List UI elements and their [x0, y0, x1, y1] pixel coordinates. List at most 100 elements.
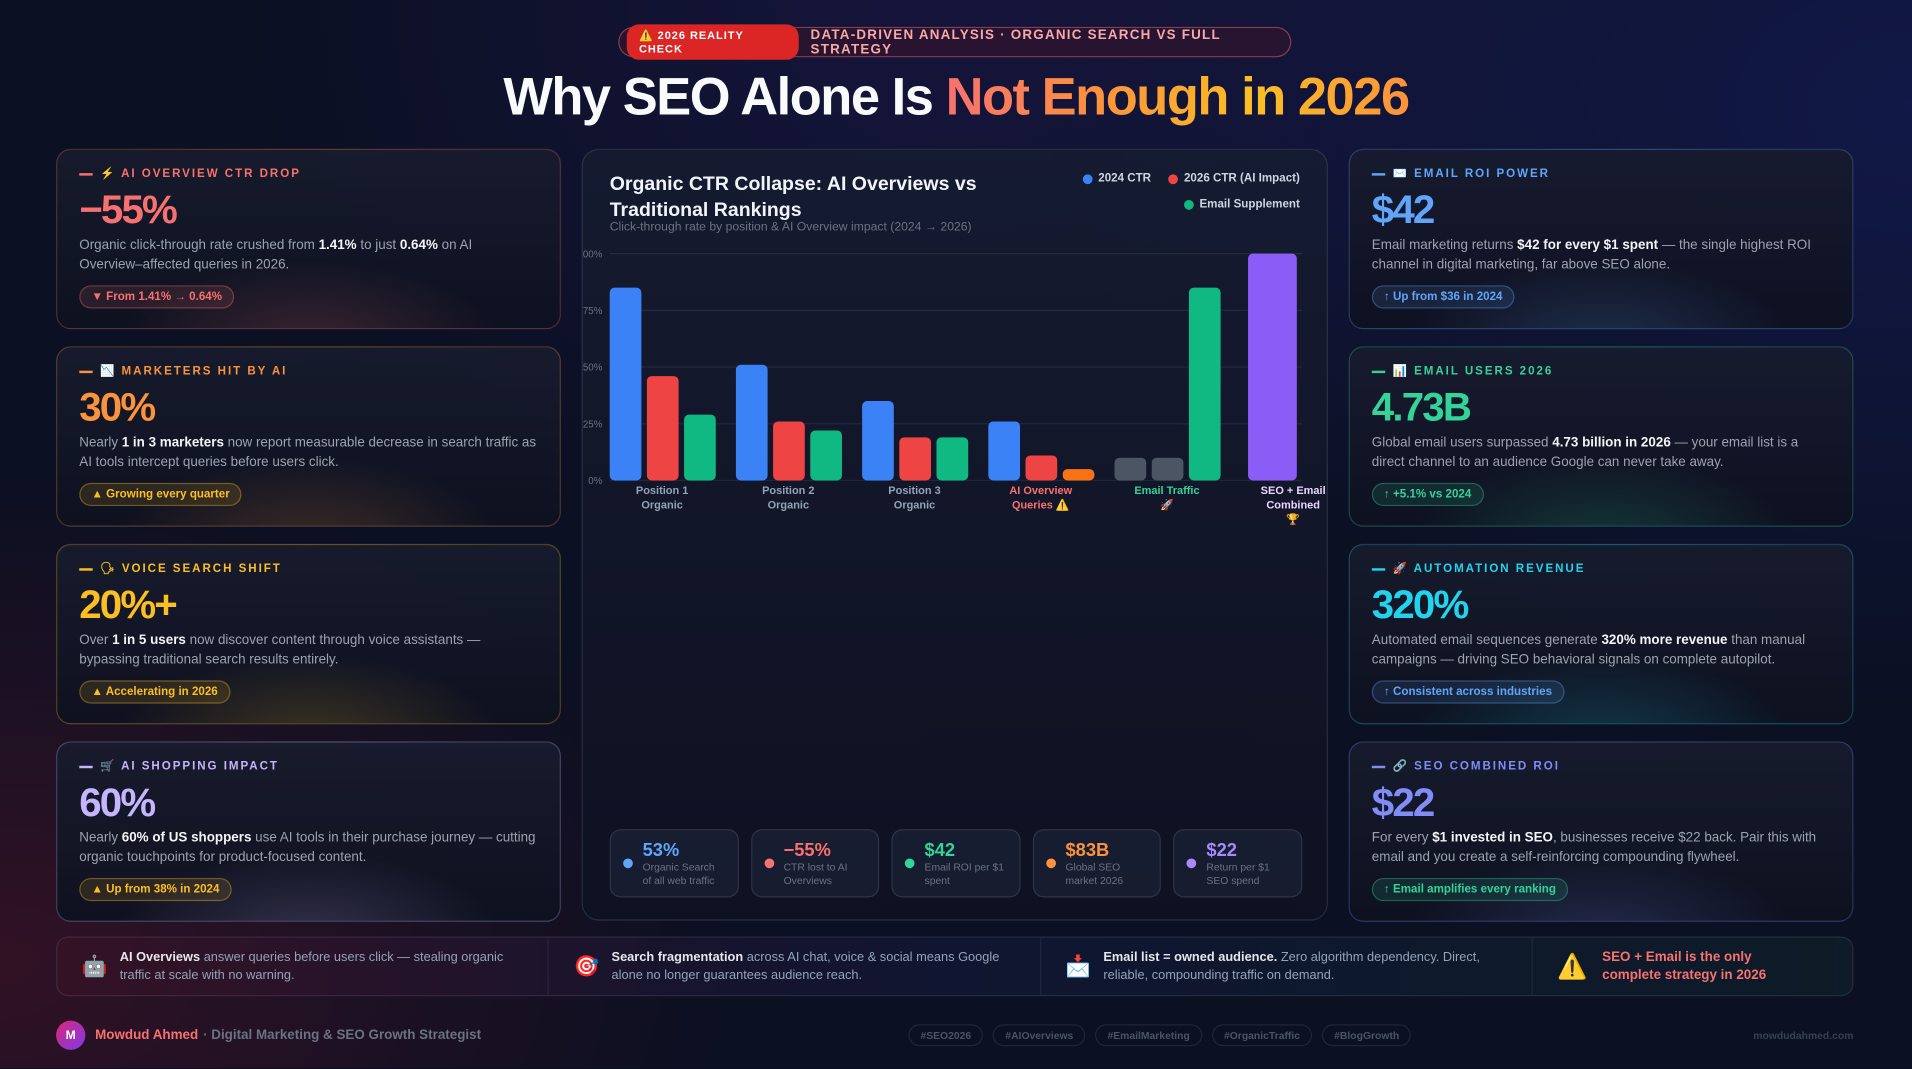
- avatar: M: [56, 1020, 86, 1050]
- text-segment: Automated email sequences generate: [1371, 632, 1602, 648]
- card-value: 20%+: [79, 581, 178, 627]
- legend-label: Email Supplement: [1199, 197, 1300, 211]
- text-segment: $1 invested in SEO: [1432, 830, 1553, 846]
- bar: [1248, 253, 1297, 481]
- card-value: 30%: [79, 384, 156, 430]
- card-text: Email marketing returns $42 for every $1…: [1372, 235, 1830, 274]
- card-label: 🛒 AI SHOPPING IMPACT: [99, 759, 279, 774]
- text-segment: Email marketing returns: [1371, 237, 1518, 253]
- text-segment: use AI tools in their purchase journey —…: [79, 830, 536, 865]
- chart-subtitle: Click-through rate by position & AI Over…: [609, 220, 972, 235]
- text-segment: , businesses receive $22 back. Pair this…: [1371, 830, 1817, 865]
- card-text: Automated email sequences generate 320% …: [1372, 630, 1830, 669]
- footer: M Mowdud Ahmed · Digital Marketing & SEO G…: [56, 1020, 1853, 1050]
- callout-icon: ⚠️: [1557, 953, 1588, 981]
- title-accent: Not Enough in 2026: [945, 68, 1411, 127]
- stat-card: 📊 EMAIL USERS 2026 4.73B Global email user…: [1348, 346, 1854, 527]
- stat-box: $22 Return per $1 SEO spend: [1173, 829, 1303, 898]
- bar: [1114, 457, 1147, 481]
- stat-body: 53% Organic Search of all web traffic: [643, 840, 723, 888]
- insight-lead: Email list = owned audience.: [1103, 949, 1278, 964]
- legend-label: 2024 CTR: [1098, 171, 1152, 186]
- title-main: Why SEO Alone Is: [503, 68, 934, 127]
- card-label: 🚀 AUTOMATION REVENUE: [1392, 562, 1586, 576]
- x-tick-label: Position 2 Organic: [762, 484, 815, 511]
- text-segment: 0.64%: [399, 237, 438, 253]
- legend-item: Email Supplement: [1183, 197, 1300, 211]
- card-tag: ▲ Up from 38% in 2024: [79, 877, 232, 902]
- text-segment: on AI Overview–affected queries in 2026.: [79, 237, 473, 272]
- insight-icon: 🎯: [573, 954, 600, 978]
- header-pill: ⚠️ 2026 REALITY CHECK DATA-DRIVEN ANALYS…: [618, 24, 1292, 60]
- hashtag: #OrganicTraffic: [1211, 1024, 1313, 1047]
- card-tag: ↑ Up from $36 in 2024: [1371, 285, 1515, 309]
- card-label: ✉️ EMAIL ROI POWER: [1392, 167, 1550, 181]
- stat-card: 🚀 AUTOMATION REVENUE 320% Automated email …: [1348, 543, 1854, 725]
- text-segment: Nearly: [79, 435, 122, 450]
- card-text: Global email users surpassed 4.73 billio…: [1372, 433, 1830, 472]
- insight: 🤖 AI Overviews answer queries before user…: [57, 937, 550, 996]
- bar: [773, 421, 805, 481]
- card-value: $22: [1371, 779, 1435, 825]
- text-segment: now report measurable decrease in search…: [79, 435, 537, 470]
- card-label: 📉 MARKETERS HIT BY AI: [99, 364, 288, 379]
- stat-label: CTR lost to AI Overviews: [783, 860, 848, 886]
- bar: [1025, 455, 1058, 481]
- card-label-row: 📉 MARKETERS HIT BY AI: [79, 365, 537, 378]
- text-segment: 4.73 billion in 2026: [1552, 435, 1671, 450]
- dash: [1371, 172, 1386, 175]
- card-tag: ↑ Email amplifies every ranking: [1371, 877, 1569, 902]
- x-tick-label: AI Overview Queries ⚠️: [1009, 484, 1073, 511]
- author-name: Mowdud Ahmed: [95, 1027, 199, 1043]
- dash: [1371, 370, 1386, 373]
- stat-value: $22: [1206, 839, 1237, 861]
- dash: [79, 172, 93, 175]
- text-segment: 1 in 5 users: [112, 632, 186, 648]
- hashtag: #EmailMarketing: [1095, 1024, 1203, 1047]
- bar: [646, 376, 679, 481]
- insight-body: Zero algorithm dependency. Direct, relia…: [1103, 949, 1480, 983]
- legend-item: 2024 CTR: [1082, 172, 1151, 185]
- dash: [79, 567, 93, 571]
- hashtag: #BlogGrowth: [1321, 1024, 1412, 1047]
- text-segment: $42 for every $1 spent: [1517, 237, 1659, 253]
- kicker: DATA-DRIVEN ANALYSIS · ORGANIC SEARCH VS…: [810, 27, 1221, 57]
- stat-value: −55%: [783, 839, 831, 861]
- card-tag: ↑ +5.1% vs 2024: [1371, 482, 1484, 507]
- bar: [735, 364, 768, 481]
- stat-box: $42 Email ROI per $1 spent: [891, 829, 1021, 898]
- insight-icon: 📩: [1065, 954, 1092, 978]
- stat-label: Global SEO market 2026: [1065, 860, 1124, 886]
- y-tick-label: 75%: [583, 306, 603, 317]
- text-segment: than manual campaigns — driving SEO beha…: [1371, 632, 1806, 668]
- x-tick-label: Position 1 Organic: [635, 484, 689, 511]
- card-label-row: 🔗 SEO COMBINED ROI: [1371, 760, 1830, 773]
- card-value: −55%: [79, 186, 178, 232]
- text-segment: 1.41%: [318, 237, 357, 253]
- y-tick-label: 0%: [588, 476, 602, 487]
- stat-card: 🔗 SEO COMBINED ROI $22 For every $1 invest…: [1348, 741, 1854, 922]
- stat-box: 53% Organic Search of all web traffic: [609, 829, 739, 898]
- stat-box: −55% CTR lost to AI Overviews: [750, 829, 880, 898]
- stat-body: $42 Email ROI per $1 spent: [925, 840, 1005, 888]
- stat-box: $83B Global SEO market 2026: [1032, 829, 1162, 898]
- legend-dot: [1183, 199, 1194, 210]
- stat-body: $22 Return per $1 SEO spend: [1206, 840, 1286, 888]
- insight-text: Email list = owned audience. Zero algori…: [1103, 948, 1507, 985]
- card-label-row: 🚀 AUTOMATION REVENUE: [1371, 562, 1830, 576]
- card-label-row: 📊 EMAIL USERS 2026: [1371, 364, 1830, 379]
- bar: [899, 437, 932, 481]
- bar: [1151, 457, 1184, 481]
- stat-body: −55% CTR lost to AI Overviews: [784, 840, 864, 888]
- card-text: For every $1 invested in SEO, businesses…: [1372, 828, 1830, 867]
- chart-title: Organic CTR Collapse: AI Overviews vs Tr…: [609, 174, 977, 221]
- stat-dot: [623, 858, 633, 869]
- stat-card: 📉 MARKETERS HIT BY AI 30% Nearly 1 in 3 ma…: [56, 346, 561, 527]
- card-label: 📊 EMAIL USERS 2026: [1392, 364, 1554, 379]
- card-value: 4.73B: [1371, 384, 1472, 430]
- card-value: 60%: [79, 779, 156, 825]
- text-segment: 60% of US shoppers: [121, 830, 252, 846]
